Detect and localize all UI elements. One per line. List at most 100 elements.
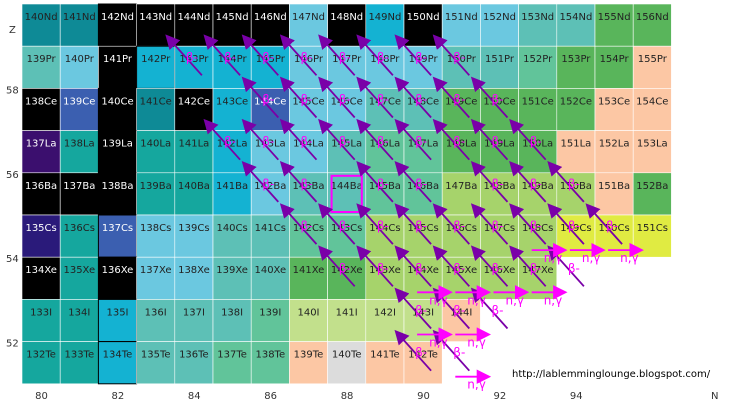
nuclide-label: 136Ba xyxy=(25,181,57,192)
nuclide-cell-bg xyxy=(174,256,214,300)
nuclide-cell-bg xyxy=(59,130,99,174)
beta-label: β- xyxy=(568,261,580,275)
nuclide-cell-153Pr: 153Pr xyxy=(556,45,596,89)
beta-label: β- xyxy=(224,50,236,64)
nuclide-cell-142Nd: 142Nd xyxy=(97,3,138,47)
nuclide-cell-bg xyxy=(212,299,252,342)
nuclide-label: 146Ce xyxy=(331,96,363,107)
nuclide-label: 145La xyxy=(331,139,362,150)
nuclide-label: 133I xyxy=(30,307,52,318)
beta-label: β- xyxy=(415,219,427,233)
nuclide-label: 138I xyxy=(221,307,243,318)
nuclide-cell-bg xyxy=(21,256,61,300)
nuclide-label: 152La xyxy=(599,139,630,150)
nuclide-label: 148Nd xyxy=(330,12,363,23)
ng-label: n,γ xyxy=(429,293,448,307)
nuclide-label: 146La xyxy=(370,139,401,150)
beta-label: β- xyxy=(377,261,389,275)
nuclide-label: 138Xe xyxy=(178,265,210,276)
nuclide-cell-bg xyxy=(136,130,176,174)
nuclide-label: 150La xyxy=(522,139,553,150)
nuclide-cell-140Cs: 140Cs xyxy=(212,214,252,258)
beta-label: β- xyxy=(301,135,313,149)
nuclide-cell-138La: 138La xyxy=(59,130,99,174)
beta-label: β- xyxy=(568,177,580,191)
nuclide-label: 137La xyxy=(26,139,57,150)
nuclide-cell-bg xyxy=(250,214,290,258)
beta-label: β- xyxy=(530,135,542,149)
nuclide-cell-bg xyxy=(174,341,214,385)
nuclide-label: 155Nd xyxy=(598,12,631,23)
nuclide-label: 138Ba xyxy=(101,181,133,192)
nuclide-label: 144Nd xyxy=(177,12,210,23)
nuclide-cell-153La: 153La xyxy=(632,130,672,174)
nuclide-label: 151Ce xyxy=(522,96,554,107)
y-tick-label: 56 xyxy=(6,170,19,181)
nuclide-label: 146Nd xyxy=(254,12,287,23)
beta-decay-arrow xyxy=(394,329,432,372)
nuclide-cell-153Ce: 153Ce xyxy=(594,88,634,131)
beta-label: β- xyxy=(415,135,427,149)
beta-decay-arrow xyxy=(470,76,509,119)
nuclide-label: 133Te xyxy=(64,350,94,361)
nuclide-cell-bg xyxy=(327,341,367,385)
nuclide-label: 139Xe xyxy=(216,265,248,276)
nuclide-cell-bg xyxy=(21,172,61,216)
nuclide-label: 148Ce xyxy=(407,96,439,107)
nuclide-label: 145Xe xyxy=(445,265,477,276)
beta-label: β- xyxy=(453,346,465,360)
nuclide-label: 145Ce xyxy=(292,96,324,107)
nuclide-cell-bg xyxy=(594,88,634,131)
nuclide-cell-bg xyxy=(518,88,558,131)
nuclide-cell-bg xyxy=(632,88,672,131)
nuclide-cell-bg xyxy=(59,172,99,216)
nuclide-cell-140I: 140I xyxy=(289,299,328,342)
ng-label: n,γ xyxy=(467,378,486,392)
nuclide-label: 142Ce xyxy=(178,96,210,107)
nuclide-cell-bg xyxy=(136,299,176,342)
nuclide-label: 151Cs xyxy=(637,223,668,234)
nuclide-cell-bg xyxy=(594,3,634,47)
beta-label: β- xyxy=(377,93,389,107)
beta-label: β- xyxy=(453,219,465,233)
beta-label: β- xyxy=(186,50,198,64)
beta-decay-arrow xyxy=(470,161,509,203)
nuclide-label: 141Xe xyxy=(293,265,325,276)
nuclide-cell-138Xe: 138Xe xyxy=(174,256,214,300)
beta-decay-arrow xyxy=(356,76,394,119)
nuclide-label: 134Xe xyxy=(25,265,57,276)
nuclide-cell-136Xe: 136Xe xyxy=(97,256,138,300)
beta-decay-arrow xyxy=(509,203,547,245)
nuclide-cell-bg xyxy=(518,3,558,47)
nuclide-label: 150Cs xyxy=(598,223,629,234)
nuclide-label: 155Pr xyxy=(638,54,668,65)
nuclide-cell-137Te: 137Te xyxy=(212,341,252,385)
beta-decay-arrow xyxy=(318,118,356,161)
beta-decay-arrow xyxy=(509,161,547,203)
beta-decay-arrow xyxy=(318,76,356,119)
nuclide-label: 139I xyxy=(259,307,281,318)
nuclide-label: 147Cs xyxy=(484,223,515,234)
nuclide-cell-151Pr: 151Pr xyxy=(480,45,519,89)
nuclide-label: 140I xyxy=(297,307,319,318)
nuclide-label: 135Cs xyxy=(25,223,56,234)
nuclide-cell-136Ba: 136Ba xyxy=(21,172,61,216)
nuclide-label: 149Ba xyxy=(522,181,554,192)
nuclide-label: 135Xe xyxy=(63,265,95,276)
nuclide-cell-bg xyxy=(632,172,672,216)
beta-decay-arrow xyxy=(394,245,432,287)
nuclide-label: 139Pr xyxy=(27,54,57,65)
beta-decay-arrow xyxy=(356,245,394,287)
nuclide-label: 141Ce xyxy=(140,96,172,107)
nuclide-cell-132Te: 132Te xyxy=(21,341,61,385)
nuclide-cell-bg xyxy=(21,341,61,385)
beta-label: β- xyxy=(530,177,542,191)
nuclide-label: 147Xe xyxy=(522,265,554,276)
nuclide-label: 138La xyxy=(64,139,95,150)
nuclide-cell-138Te: 138Te xyxy=(250,341,290,385)
nuclide-label: 141Nd xyxy=(63,12,96,23)
beta-decay-arrow xyxy=(356,203,394,245)
nuclide-label: 146Cs xyxy=(446,223,477,234)
nuclide-label: 140Nd xyxy=(25,12,58,23)
